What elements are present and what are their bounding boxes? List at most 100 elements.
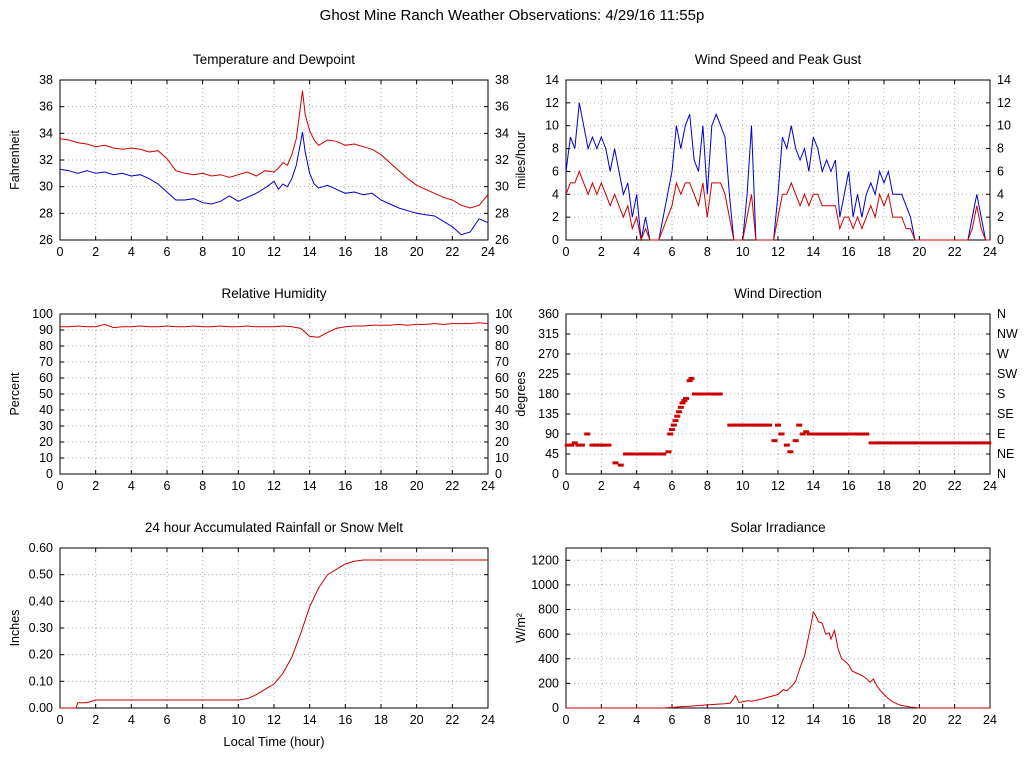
y-tick-label-left: 30: [39, 419, 53, 433]
scatter-point: [752, 423, 759, 427]
y-tick-label-right: 14: [997, 73, 1011, 87]
y-tick-label-left: 45: [545, 447, 559, 461]
scatter-point: [974, 441, 981, 445]
x-tick-label: 16: [842, 713, 856, 727]
scatter-point: [667, 432, 674, 436]
x-tick-label: 22: [445, 713, 459, 727]
scatter-point: [792, 439, 799, 443]
scatter-point: [755, 423, 762, 427]
y-tick-label-left: 0.30: [29, 621, 53, 635]
y-tick-label-left: 4: [552, 187, 559, 201]
y-axis-label: W/m²: [514, 613, 528, 643]
y-tick-label-left: 400: [538, 652, 559, 666]
y-tick-label-left: 28: [39, 206, 53, 220]
y-tick-label-right: 38: [495, 73, 509, 87]
x-tick-label: 24: [983, 245, 997, 259]
x-tick-label: 18: [877, 245, 891, 259]
scatter-point: [642, 452, 649, 456]
y-tick-label-right: N: [997, 467, 1006, 481]
wind-direction-title: Wind Direction: [734, 286, 822, 301]
scatter-point: [623, 452, 630, 456]
scatter-point: [686, 379, 693, 383]
y-tick-label-left: 60: [39, 371, 53, 385]
x-tick-label: 8: [704, 713, 711, 727]
scatter-point: [958, 441, 965, 445]
y-tick-label-right: 28: [495, 206, 509, 220]
x-tick-label: 18: [374, 713, 388, 727]
y-axis-label: miles/hour: [514, 131, 528, 189]
scatter-point: [873, 441, 880, 445]
y-tick-label-right: 70: [495, 355, 509, 369]
y-tick-label-right: 10: [495, 451, 509, 465]
chart-wind-direction: Wind Direction 0 2 4 6 8 10 12 14 16 18 20 22 24 0 N 45 N…: [512, 280, 1024, 520]
x-tick-label: 8: [704, 245, 711, 259]
chart-solar-irradiance: Solar Irradiance 0 2 4 6 8 10 12 14 16 18 20 22 24 0 20…: [512, 514, 1024, 754]
scatter-point: [654, 452, 661, 456]
scatter-point: [889, 441, 896, 445]
scatter-point: [679, 401, 686, 405]
y-tick-label-right: 30: [495, 180, 509, 194]
scatter-point: [884, 441, 891, 445]
y-tick-label-right: 0: [495, 467, 502, 481]
y-tick-label-left: 0: [46, 467, 53, 481]
x-tick-label: 0: [563, 713, 570, 727]
wind-speed-series-line: [565, 170, 990, 242]
scatter-point: [612, 461, 619, 465]
scatter-point: [713, 392, 720, 396]
x-tick-label: 2: [92, 713, 99, 727]
x-tick-label: 10: [736, 713, 750, 727]
y-tick-label-left: 20: [39, 435, 53, 449]
y-tick-label-left: 38: [39, 73, 53, 87]
scatter-point: [803, 430, 810, 434]
y-axis-label: degrees: [514, 371, 528, 416]
x-tick-label: 16: [842, 245, 856, 259]
y-tick-label-left: 0.00: [29, 701, 53, 715]
y-tick-label-left: 32: [39, 153, 53, 167]
scatter-point: [916, 441, 923, 445]
y-tick-label-left: 0.10: [29, 674, 53, 688]
x-tick-label: 12: [771, 713, 785, 727]
y-tick-label-left: 0: [552, 701, 559, 715]
y-tick-label-right: 100: [495, 307, 512, 321]
y-tick-label-left: 800: [538, 603, 559, 617]
y-axis-label: Percent: [8, 372, 22, 416]
y-tick-label-right: W: [997, 347, 1009, 361]
scatter-point: [672, 419, 679, 423]
y-tick-label-left: 90: [39, 323, 53, 337]
x-tick-label: 18: [877, 713, 891, 727]
y-tick-label-left: 30: [39, 180, 53, 194]
scatter-point: [699, 392, 706, 396]
y-tick-label-right: SE: [997, 407, 1014, 421]
x-tick-label: 20: [410, 713, 424, 727]
scatter-point: [651, 452, 658, 456]
x-tick-label: 6: [164, 479, 171, 493]
x-tick-label: 18: [374, 479, 388, 493]
y-tick-label-right: 2: [997, 210, 1004, 224]
x-tick-label: 20: [912, 479, 926, 493]
scatter-point: [813, 432, 820, 436]
scatter-point: [691, 392, 698, 396]
x-tick-label: 6: [669, 245, 676, 259]
x-tick-label: 0: [57, 479, 64, 493]
scatter-point: [681, 399, 688, 403]
y-tick-label-left: 50: [39, 387, 53, 401]
scatter-point: [647, 452, 654, 456]
x-tick-label: 12: [267, 479, 281, 493]
x-tick-label: 14: [806, 245, 820, 259]
x-tick-label: 4: [633, 479, 640, 493]
x-tick-label: 24: [481, 713, 495, 727]
y-tick-label-left: 600: [538, 627, 559, 641]
y-tick-label-left: 36: [39, 100, 53, 114]
x-tick-label: 20: [912, 245, 926, 259]
x-tick-label: 8: [199, 713, 206, 727]
x-tick-label: 14: [303, 479, 317, 493]
x-tick-label: 0: [563, 245, 570, 259]
y-tick-label-right: 6: [997, 164, 1004, 178]
x-tick-label: 10: [231, 245, 245, 259]
temperature-dewpoint-title: Temperature and Dewpoint: [193, 52, 355, 67]
y-tick-label-left: 70: [39, 355, 53, 369]
y-tick-label-left: 26: [39, 233, 53, 247]
